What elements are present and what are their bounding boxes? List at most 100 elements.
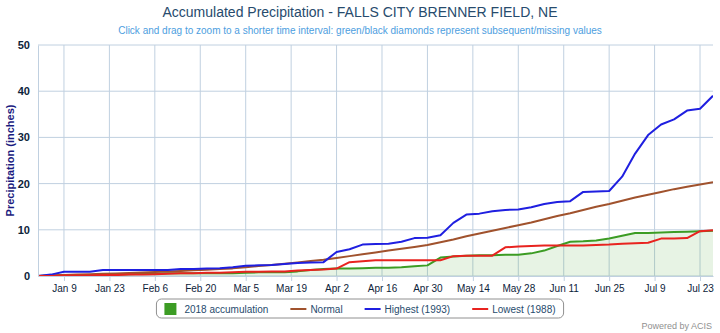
tick-label: Mar 5 [233,283,259,294]
tick-mark [291,276,292,281]
grid-line [38,229,713,230]
tick: 0 [24,270,38,282]
tick-label: 20 [18,178,30,190]
grid-line [336,45,337,276]
grid-line [472,45,473,276]
subtitle: Click and drag to zoom to a shorter time… [118,25,602,36]
y-axis: 0 10 20 30 40 50 [18,39,39,282]
grid-line [200,45,201,276]
tick-label: Jul 9 [645,283,667,294]
chart: Accumulated Precipitation - FALLS CITY B… [0,0,720,333]
tick-label: Jun 25 [595,283,625,294]
series-line [38,182,713,276]
tick-label: 30 [18,131,30,143]
grid-line [63,45,64,276]
tick: Feb 6 [143,276,169,294]
tick-label: Jan 23 [95,283,125,294]
tick-label: May 28 [502,283,535,294]
tick-mark [64,276,65,281]
axis-line [39,276,714,277]
tick: Jun 11 [550,276,580,294]
legend-symbol [164,303,176,315]
legend-label: Normal [310,304,342,315]
tick: Apr 16 [368,276,398,294]
tick-label: Feb 6 [143,283,169,294]
x-axis: Jan 9 Jan 23 Feb 6 Feb 20 Mar 5 Mar 19 Apr 2 Ap… [39,276,715,294]
legend: 2018 accumulation Normal Highest (1993) Low… [156,299,563,318]
tick-label: Apr 2 [325,283,349,294]
tick: Jul 9 [645,276,667,294]
grid-line [518,45,519,276]
tick-mark [700,276,701,281]
tick: Feb 20 [185,276,217,294]
legend-item: Lowest (1988) [472,304,555,315]
tick: Jan 9 [52,276,77,294]
tick-label: 10 [18,224,30,236]
tick-mark [609,276,610,281]
tick: Jun 25 [595,276,625,294]
tick: 30 [18,131,38,143]
tick: 50 [18,39,38,51]
tick: Mar 5 [233,276,259,294]
grid-line [38,91,713,92]
grid-line [38,137,713,138]
series-line [38,230,713,276]
tick-mark [155,276,156,281]
tick-mark [655,276,656,281]
grid-line [427,45,428,276]
tick: Apr 2 [325,276,349,294]
tick: Mar 19 [276,276,308,294]
tick-label: Mar 19 [276,283,308,294]
tick: Jul 23 [687,276,714,294]
tick: May 14 [457,276,490,294]
tick-mark [337,276,338,281]
grid-line [381,45,382,276]
tick-label: Apr 16 [368,283,398,294]
tick-label: Jan 9 [52,283,77,294]
series-line [38,96,713,276]
tick-mark [518,276,519,281]
grid [38,45,713,276]
legend-label: 2018 accumulation [184,304,268,315]
tick-label: 0 [24,270,30,282]
tick: 20 [18,178,38,190]
grid-line [38,45,713,46]
tick-label: Jun 11 [550,283,580,294]
tick-mark [200,276,201,281]
legend-box [156,299,563,318]
tick: 40 [18,85,38,97]
tick-mark [427,276,428,281]
grid-line [109,45,110,276]
tick: May 28 [502,276,535,294]
legend-item: Highest (1993) [365,304,451,315]
grid-line [245,45,246,276]
tick: Apr 30 [413,276,443,294]
axis-line [38,46,39,277]
tick-mark [382,276,383,281]
tick-mark [109,276,110,281]
tick-label: May 14 [457,283,490,294]
tick-label: Feb 20 [185,283,217,294]
plot-area [38,96,713,276]
tick-label: 50 [18,39,30,51]
legend-label: Lowest (1988) [492,304,555,315]
legend-symbol [472,308,488,310]
grid-line [291,45,292,276]
annotation: Powered by ACIS [641,321,712,331]
tick-label: Apr 30 [413,283,443,294]
legend-item: 2018 accumulation [164,303,268,315]
tick-label: 40 [18,85,30,97]
tick-mark [473,276,474,281]
legend-symbol [365,308,381,310]
legend-label: Highest (1993) [385,304,451,315]
tick-label: Jul 23 [687,283,714,294]
grid-line [563,45,564,276]
y-axis-title: Precipitation (inches) [4,104,16,216]
grid-line [38,183,713,184]
tick-mark [246,276,247,281]
grid-line [154,45,155,276]
legend-item: Normal [290,304,342,315]
legend-symbol [290,308,306,310]
tick-mark [564,276,565,281]
tick: 10 [18,224,38,236]
